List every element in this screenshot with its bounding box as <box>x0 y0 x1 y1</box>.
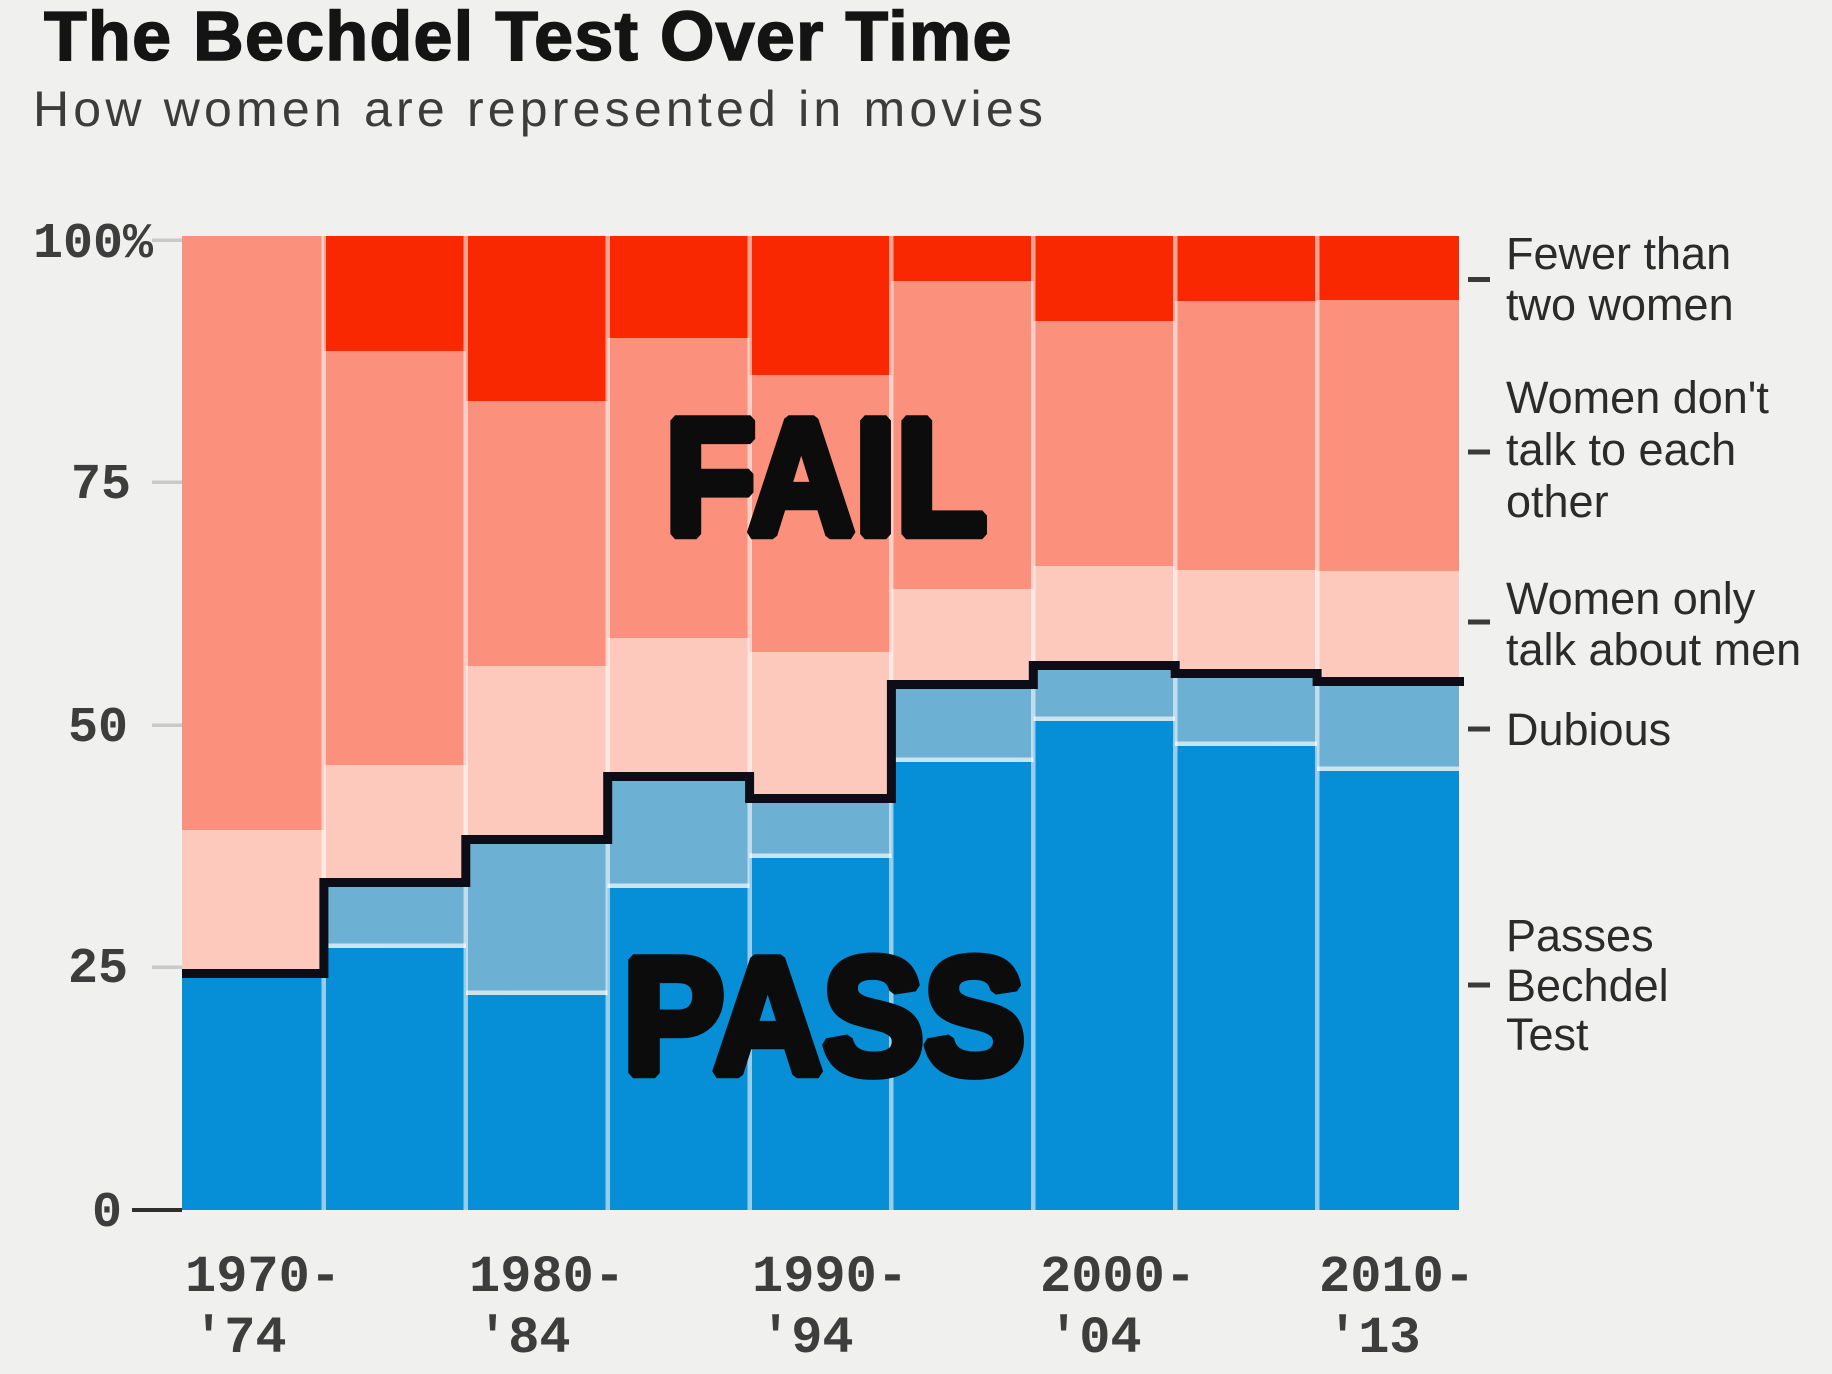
svg-text:talk about men: talk about men <box>1506 624 1801 675</box>
svg-text:other: other <box>1506 476 1609 527</box>
svg-text:FAIL: FAIL <box>665 386 987 570</box>
svg-text:PASS: PASS <box>623 923 1025 1108</box>
svg-text:Women don't: Women don't <box>1506 372 1769 423</box>
svg-text:Passes: Passes <box>1506 910 1654 961</box>
svg-text:1990-: 1990- <box>752 1248 908 1307</box>
svg-text:Bechdel: Bechdel <box>1506 960 1669 1011</box>
svg-text:How women are represented in m: How women are represented in movies <box>33 81 1047 137</box>
svg-text:1970-: 1970- <box>185 1248 341 1307</box>
svg-text:Dubious: Dubious <box>1506 704 1671 755</box>
svg-text:talk to each: talk to each <box>1506 424 1736 475</box>
svg-text:2010-: 2010- <box>1319 1248 1475 1307</box>
svg-text:100%: 100% <box>33 216 154 273</box>
svg-text:25: 25 <box>68 941 128 998</box>
svg-text:The Bechdel Test Over Time: The Bechdel Test Over Time <box>44 0 1013 75</box>
svg-text:'84: '84 <box>477 1309 571 1368</box>
svg-text:'94: '94 <box>760 1309 854 1368</box>
svg-text:Fewer than: Fewer than <box>1506 228 1731 279</box>
svg-text:'13: '13 <box>1327 1309 1421 1368</box>
svg-text:Test: Test <box>1506 1009 1589 1060</box>
svg-text:50: 50 <box>68 700 128 757</box>
svg-text:1980-: 1980- <box>469 1248 625 1307</box>
svg-text:0: 0 <box>92 1185 122 1242</box>
svg-text:'74: '74 <box>193 1309 287 1368</box>
svg-text:2000-: 2000- <box>1040 1248 1196 1307</box>
svg-text:'04: '04 <box>1048 1309 1142 1368</box>
svg-text:two women: two women <box>1506 279 1734 330</box>
svg-text:Women only: Women only <box>1506 573 1756 624</box>
svg-text:75: 75 <box>71 457 131 514</box>
